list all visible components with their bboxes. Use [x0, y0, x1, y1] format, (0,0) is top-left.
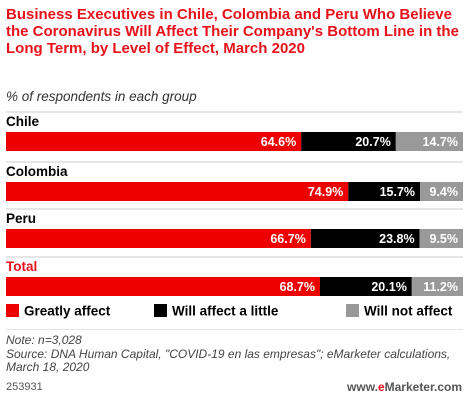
- bar-total-series-2: [411, 277, 463, 296]
- bar-colombia-series-1: [348, 182, 421, 201]
- data-label-colombia-series-1: 15.7%: [380, 185, 415, 199]
- chart-id: 253931: [6, 381, 43, 393]
- data-label-chile-series-2: 14.7%: [423, 135, 458, 149]
- note-text: Note: n=3,028: [6, 333, 82, 347]
- data-label-peru-series-1: 23.8%: [379, 232, 414, 246]
- brand-prefix: www.: [347, 380, 378, 394]
- bar-colombia-series-0: [6, 182, 349, 201]
- stacked-bar-chart: Chile 64.6% 20.7% 14.7% Colombia 74.9% 15.7% 9.…: [6, 111, 463, 330]
- data-label-peru-series-2: 9.5%: [430, 232, 459, 246]
- emarketer-logo[interactable]: www.eMarketer.com: [347, 380, 462, 394]
- brand-e: e: [377, 380, 385, 394]
- category-label-peru: Peru: [6, 211, 36, 226]
- bar-total-series-0: [6, 277, 320, 296]
- bar-peru-series-2: [419, 229, 463, 248]
- data-label-total-series-1: 20.1%: [371, 280, 406, 294]
- chart-title: Business Executives in Chile, Colombia a…: [6, 6, 459, 57]
- legend-swatch-1: [154, 304, 167, 317]
- data-label-chile-series-1: 20.7%: [355, 135, 390, 149]
- bar-peru-series-1: [310, 229, 420, 248]
- data-label-chile-series-0: 64.6%: [261, 135, 296, 149]
- data-label-total-series-2: 11.2%: [423, 280, 458, 294]
- data-label-colombia-series-0: 74.9%: [308, 185, 343, 199]
- category-label-chile: Chile: [6, 114, 39, 129]
- bar-chile-series-1: [301, 132, 396, 151]
- category-label-total: Total: [6, 259, 37, 274]
- chart-subtitle: % of respondents in each group: [6, 89, 197, 104]
- legend-label-2: Will not affect: [364, 304, 453, 319]
- brand-rest: Marketer.com: [384, 380, 462, 394]
- legend-label-1: Will affect a little: [172, 304, 279, 319]
- chart-footnote: Note: n=3,028 Source: DNA Human Capital,…: [6, 333, 466, 375]
- bar-total-series-1: [319, 277, 412, 296]
- data-label-peru-series-0: 66.7%: [270, 232, 305, 246]
- category-label-colombia: Colombia: [6, 164, 68, 179]
- legend-label-0: Greatly affect: [24, 304, 111, 319]
- data-label-total-series-0: 68.7%: [280, 280, 315, 294]
- data-label-colombia-series-2: 9.4%: [430, 185, 459, 199]
- source-text: Source: DNA Human Capital, "COVID-19 en …: [6, 346, 451, 374]
- bar-colombia-series-2: [420, 182, 463, 201]
- bar-peru-series-0: [6, 229, 311, 248]
- bar-chile-series-2: [395, 132, 463, 151]
- legend-swatch-2: [346, 304, 359, 317]
- legend-swatch-0: [6, 304, 19, 317]
- bar-chile-series-0: [6, 132, 302, 151]
